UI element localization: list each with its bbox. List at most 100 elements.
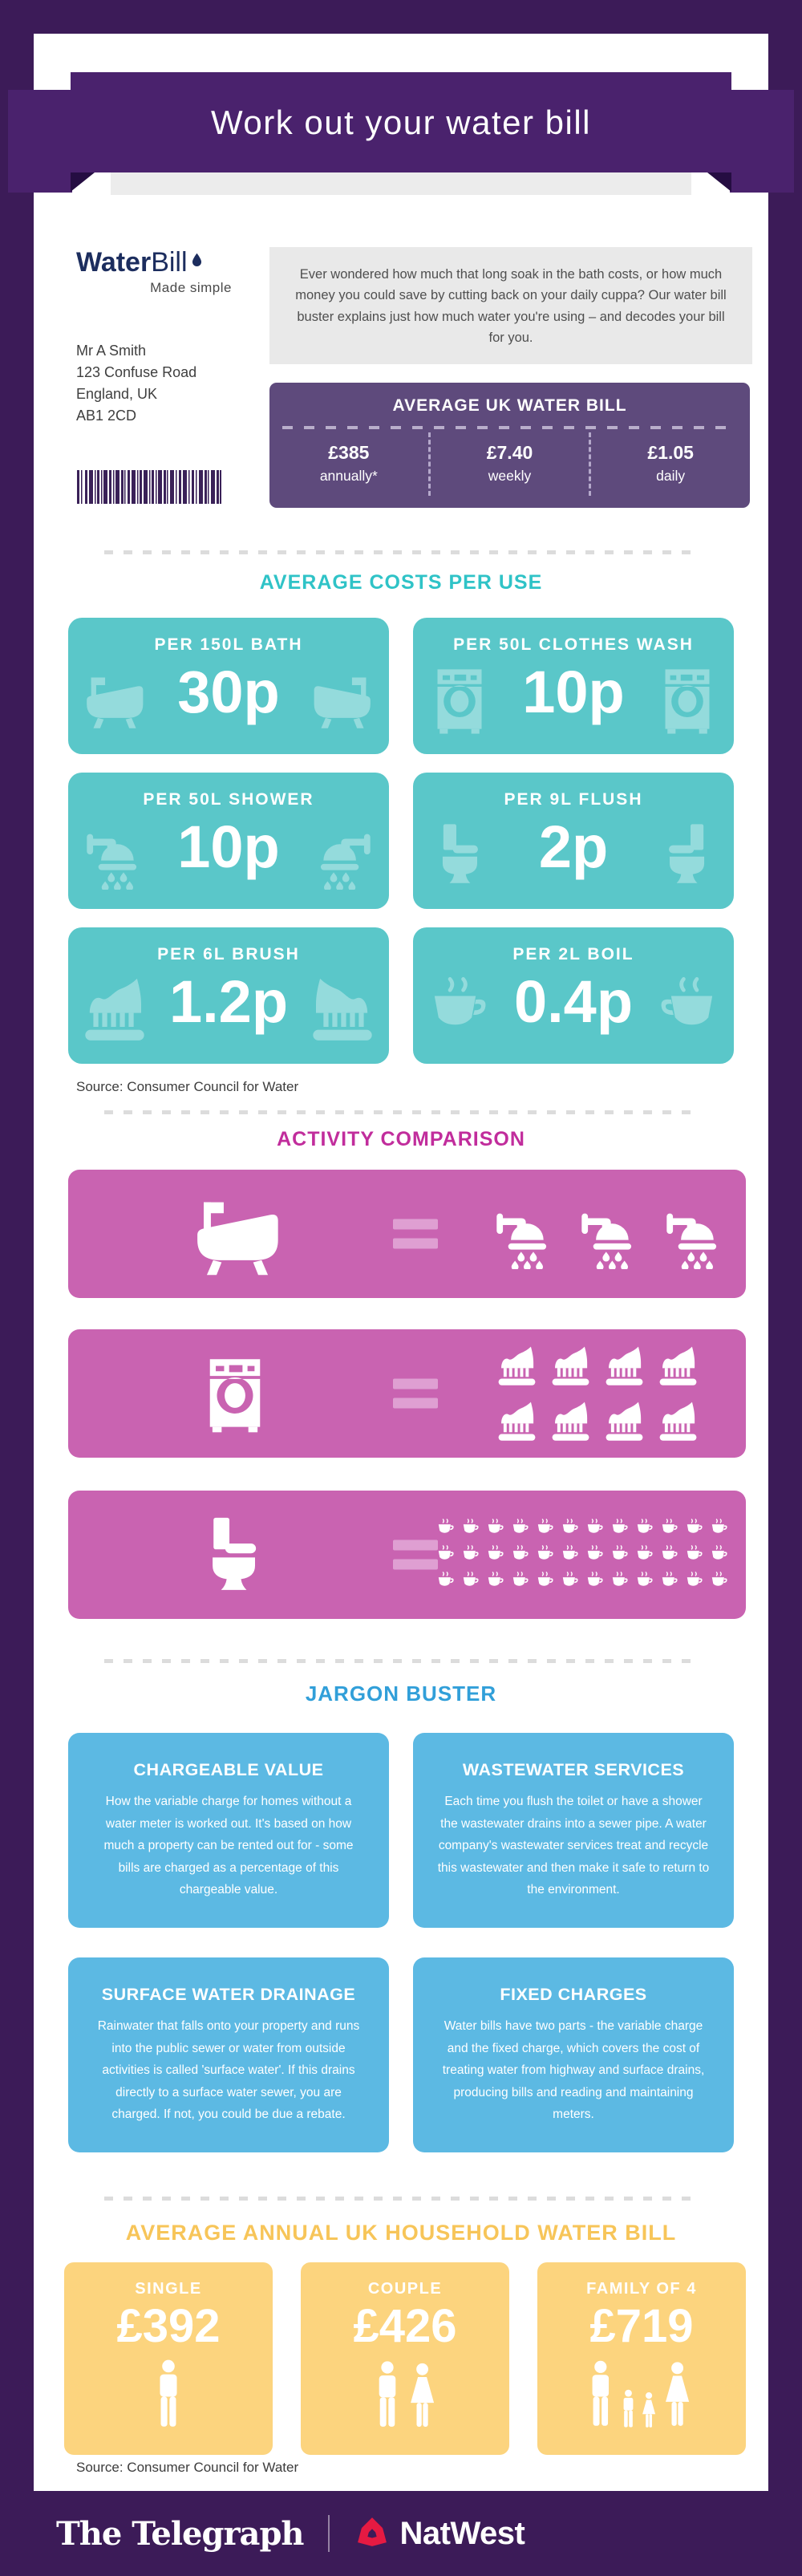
bath-icon: [307, 664, 378, 735]
bill-cell-annual: £385 annually*: [269, 432, 428, 496]
jargon-card-wastewater-services: WASTEWATER SERVICES Each time you flush …: [413, 1733, 734, 1928]
cup-icon: [684, 1544, 705, 1566]
cost-label: PER 50L CLOTHES WASH: [453, 635, 694, 654]
jargon-body: Rainwater that falls onto your property …: [97, 2019, 360, 2122]
cup-icon: [560, 1570, 581, 1592]
jargon-section-title: JARGON BUSTER: [305, 1681, 497, 1706]
cost-card-bath: PER 150L BATH 30p: [68, 618, 389, 754]
shower-icon: [662, 1199, 727, 1269]
jargon-card-fixed-charges: FIXED CHARGES Water bills have two parts…: [413, 1957, 734, 2152]
household-card-family: FAMILY OF 4 £719: [537, 2262, 746, 2455]
cup-icon: [659, 1517, 680, 1540]
jargon-body: How the variable charge for homes withou…: [103, 1795, 354, 1897]
cup-icon: [560, 1517, 581, 1540]
natwest-wordmark: NatWest: [399, 2515, 525, 2551]
section-divider: [104, 1110, 698, 1114]
washing-machine-icon: [424, 664, 495, 735]
bill-cell-daily: £1.05 daily: [589, 432, 750, 496]
shower-icon: [307, 819, 378, 890]
cup-icon: [709, 1517, 730, 1540]
cup-icon: [659, 1544, 680, 1566]
toilet-icon: [190, 1504, 277, 1605]
average-bill-title: AVERAGE UK WATER BILL: [392, 396, 627, 415]
shower-icon: [79, 819, 150, 890]
cost-card-clothes-wash: PER 50L CLOTHES WASH 10p: [413, 618, 734, 754]
cup-icon: [652, 974, 723, 1045]
household-label: FAMILY OF 4: [586, 2280, 697, 2298]
comparison-section-title: ACTIVITY COMPARISON: [277, 1128, 525, 1150]
cost-value: 1.2p: [168, 968, 289, 1035]
toothbrush-icon: [549, 1344, 593, 1388]
household-section-title: AVERAGE ANNUAL UK HOUSEHOLD WATER BILL: [125, 2221, 677, 2245]
toothbrush-icon-group: [495, 1344, 710, 1443]
cost-label: PER 50L SHOWER: [143, 790, 314, 809]
cup-icon: [510, 1570, 531, 1592]
comparison-row-flush-vs-cups: [68, 1491, 746, 1619]
cost-card-shower: PER 50L SHOWER 10p: [68, 773, 389, 909]
equals-sign: [393, 1219, 438, 1249]
cup-icon: [659, 1570, 680, 1592]
cup-icon: [460, 1517, 481, 1540]
jargon-title: WASTEWATER SERVICES: [462, 1760, 685, 1779]
bill-cell-weekly: £7.40 weekly: [427, 432, 589, 496]
toothbrush-icon: [602, 1344, 646, 1388]
costs-source: Source: Consumer Council for Water: [76, 1079, 299, 1094]
cost-card-boil: PER 2L BOIL 0.4p: [413, 927, 734, 1064]
header-banner: Work out your water bill: [71, 72, 731, 172]
shower-icon-group: [492, 1199, 748, 1269]
cost-value: 10p: [522, 659, 625, 725]
bill-period: daily: [656, 468, 686, 484]
cup-icon: [535, 1517, 556, 1540]
household-label: SINGLE: [135, 2280, 202, 2298]
cup-icon: [610, 1570, 630, 1592]
family-icon: [585, 2359, 699, 2430]
brand-water: Water: [76, 247, 152, 278]
cup-icon: [510, 1544, 531, 1566]
costs-section-title: AVERAGE COSTS PER USE: [259, 571, 543, 594]
shower-icon: [577, 1199, 642, 1269]
cost-label: PER 150L BATH: [154, 635, 303, 654]
average-bill-table: AVERAGE UK WATER BILL £385 annually* £7.…: [269, 383, 750, 508]
jargon-body: Each time you flush the toilet or have a…: [437, 1795, 710, 1897]
cup-icon: [585, 1570, 606, 1592]
cup-icon-group: [435, 1517, 737, 1592]
toothbrush-icon: [495, 1344, 539, 1388]
jargon-card-chargeable-value: CHARGEABLE VALUE How the variable charge…: [68, 1733, 389, 1928]
bill-period: weekly: [488, 468, 532, 484]
address-line: AB1 2CD: [76, 408, 137, 424]
household-source: Source: Consumer Council for Water: [76, 2460, 299, 2475]
single-person-icon: [152, 2359, 185, 2430]
toilet-icon: [652, 819, 723, 890]
address-line: England, UK: [76, 386, 158, 402]
jargon-title: FIXED CHARGES: [500, 1985, 647, 2004]
jargon-card-surface-water-drainage: SURFACE WATER DRAINAGE Rainwater that fa…: [68, 1957, 389, 2152]
section-divider: [104, 550, 698, 554]
cost-label: PER 9L FLUSH: [504, 790, 643, 809]
address-line: Mr A Smith: [76, 343, 147, 359]
toothbrush-icon: [656, 1399, 700, 1443]
cup-icon: [709, 1544, 730, 1566]
brand-tagline: Made simple: [150, 280, 232, 295]
comparison-row-bath-vs-showers: [68, 1170, 746, 1298]
jargon-title: CHARGEABLE VALUE: [133, 1760, 324, 1779]
ribbon-fold-right: [707, 172, 731, 192]
household-card-single: SINGLE £392: [64, 2262, 273, 2455]
dashed-divider: [282, 426, 737, 429]
cup-icon: [460, 1570, 481, 1592]
toothbrush-icon: [79, 974, 150, 1045]
toothbrush-icon: [549, 1399, 593, 1443]
cup-icon: [610, 1544, 630, 1566]
bill-value: £1.05: [647, 442, 694, 463]
cost-label: PER 6L BRUSH: [157, 945, 300, 963]
bath-icon: [187, 1183, 288, 1284]
cost-card-flush: PER 9L FLUSH 2p: [413, 773, 734, 909]
equals-sign: [393, 1540, 438, 1570]
cup-icon: [684, 1570, 705, 1592]
toothbrush-icon: [602, 1399, 646, 1443]
cup-icon: [510, 1517, 531, 1540]
cost-card-brush: PER 6L BRUSH 1.2p: [68, 927, 389, 1064]
cost-value: 30p: [177, 659, 280, 725]
section-divider: [104, 2197, 698, 2201]
cup-icon: [560, 1544, 581, 1566]
cup-icon: [435, 1517, 456, 1540]
